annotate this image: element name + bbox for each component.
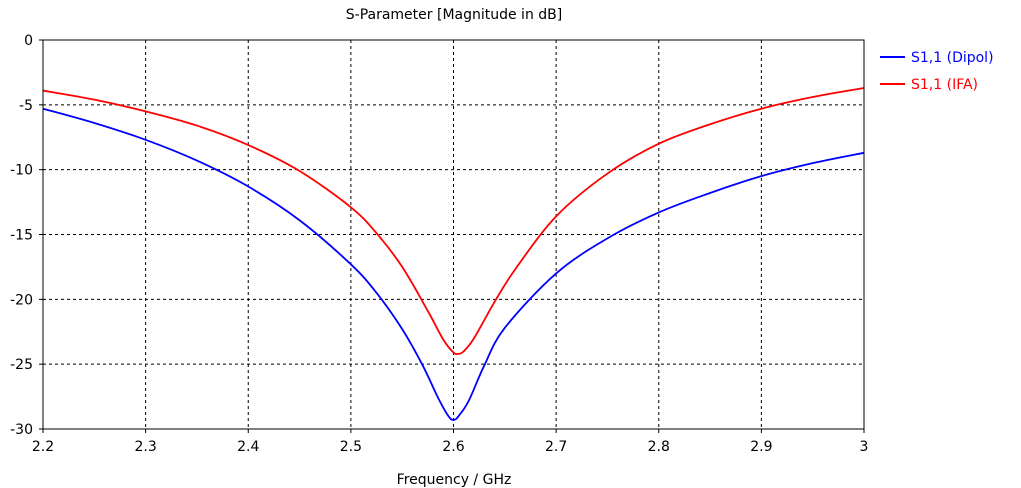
x-tick-label: 2.8 <box>648 439 670 455</box>
series-line-0 <box>42 107 865 421</box>
x-axis-label: Frequency / GHz <box>397 472 512 488</box>
x-tick-labels: 2.2 2.3 2.4 2.5 2.6 2.7 2.8 2.9 3 <box>32 429 869 455</box>
y-tick-label: -10 <box>10 163 33 179</box>
x-tick-label: 2.9 <box>750 439 772 455</box>
chart-title: S-Parameter [Magnitude in dB] <box>346 7 562 23</box>
x-tick-label: 2.2 <box>32 439 54 455</box>
grid <box>43 40 864 429</box>
x-tick-label: 2.4 <box>237 439 259 455</box>
x-tick-label: 3 <box>860 439 869 455</box>
y-tick-label: -25 <box>10 357 33 373</box>
legend[interactable]: S1,1 (Dipol) S1,1 (IFA) <box>880 50 994 93</box>
y-tick-label: 0 <box>24 33 33 49</box>
y-tick-label: -15 <box>10 228 33 244</box>
y-tick-label: -20 <box>10 292 33 308</box>
legend-label[interactable]: S1,1 (IFA) <box>911 77 978 93</box>
x-tick-label: 2.3 <box>134 439 156 455</box>
x-tick-label: 2.6 <box>442 439 464 455</box>
x-tick-label: 2.7 <box>545 439 567 455</box>
y-tick-label: -5 <box>19 98 33 114</box>
x-tick-label: 2.5 <box>340 439 362 455</box>
legend-label[interactable]: S1,1 (Dipol) <box>911 50 994 66</box>
y-tick-label: -30 <box>10 422 33 438</box>
y-tick-labels: 0 -5 -10 -15 -20 -25 -30 <box>10 33 43 438</box>
series-group <box>42 87 865 421</box>
series-line-1 <box>42 87 865 356</box>
